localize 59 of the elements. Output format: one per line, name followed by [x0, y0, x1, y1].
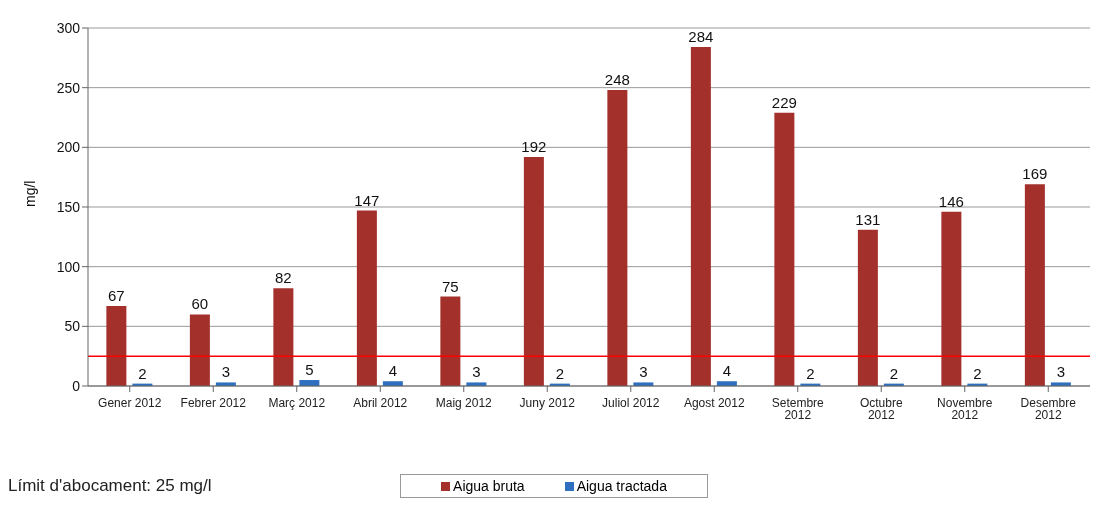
data-label: 248	[604, 71, 630, 89]
legend-label: Aigua bruta	[452, 478, 525, 494]
data-label: 5	[305, 361, 314, 379]
data-label: 2	[889, 364, 899, 382]
data-label: 3	[1056, 363, 1066, 381]
data-label: 3	[221, 363, 231, 381]
y-tick-label: 50	[64, 318, 81, 335]
legend-label: Aigua tractada	[575, 478, 667, 494]
bar	[1024, 184, 1045, 386]
bar	[774, 112, 795, 386]
data-label: 67	[108, 287, 125, 305]
data-label: 192	[521, 137, 547, 155]
y-tick-label: 150	[56, 198, 81, 215]
bar	[440, 296, 461, 386]
data-label: 2	[138, 364, 147, 382]
x-tick-label: Setembre 2012	[771, 395, 825, 422]
data-label: 2	[806, 364, 815, 382]
x-tick-label: Maig 2012	[435, 395, 493, 410]
bar	[273, 288, 294, 386]
bar	[690, 47, 711, 386]
data-label: 131	[855, 210, 881, 228]
x-tick-label: Gener 2012	[98, 395, 162, 410]
data-label: 284	[688, 28, 714, 46]
bar	[106, 306, 127, 386]
y-tick-label: 100	[56, 258, 81, 275]
bar	[189, 314, 210, 386]
text: Límit d'abocament: 25 mg/l	[8, 476, 212, 496]
x-tick-label: Novembre 2012	[937, 395, 993, 422]
x-tick-label: Desembre 2012	[1020, 395, 1077, 422]
data-label: 2	[555, 364, 565, 382]
data-label: 229	[771, 93, 797, 111]
x-tick-label: Agost 2012	[683, 395, 745, 410]
bar	[523, 156, 544, 386]
y-tick-label: 300	[56, 19, 81, 36]
x-tick-label: Juny 2012	[519, 395, 576, 410]
x-tick-label: Abril 2012	[353, 395, 408, 410]
x-tick-label: Juliol 2012	[602, 395, 660, 410]
y-tick-label: 250	[56, 79, 81, 96]
data-label: 3	[472, 363, 481, 381]
x-tick-label: Març 2012	[268, 395, 326, 410]
data-label: 82	[275, 269, 292, 287]
data-label: 4	[388, 362, 398, 380]
data-label: 75	[442, 277, 459, 295]
data-label: 146	[938, 192, 964, 210]
x-tick-label: Octubre 2012	[859, 395, 903, 422]
data-label: 169	[1022, 165, 1048, 183]
bar	[607, 90, 628, 386]
data-label: 60	[191, 295, 209, 313]
x-tick-label: Febrer 2012	[180, 395, 247, 410]
bar	[356, 210, 377, 386]
data-label: 2	[973, 364, 982, 382]
y-tick-label: 200	[56, 139, 81, 156]
data-label: 4	[722, 362, 732, 380]
bar	[941, 211, 962, 386]
y-tick-label: 0	[72, 377, 81, 394]
data-label: 3	[639, 363, 648, 381]
y-axis-title: mg/l	[21, 180, 38, 207]
bar	[857, 229, 878, 386]
data-label: 147	[354, 191, 380, 209]
